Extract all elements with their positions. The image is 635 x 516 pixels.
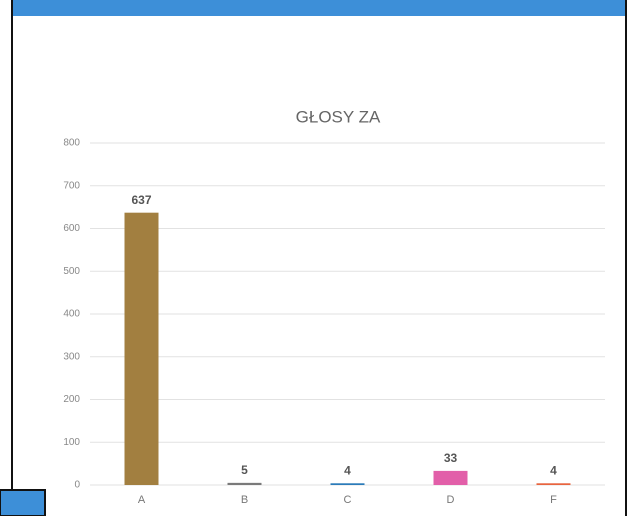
y-tick-label: 400 <box>63 309 80 320</box>
x-tick-label: C <box>344 494 352 506</box>
value-label: 5 <box>241 463 248 477</box>
y-tick-label: 800 <box>63 138 80 149</box>
y-tick-label: 500 <box>63 266 80 277</box>
chart-title: GŁOSY ZA <box>296 107 381 126</box>
y-tick-label: 100 <box>63 437 80 448</box>
y-tick-label: 0 <box>74 480 80 491</box>
bar <box>330 483 365 485</box>
x-tick-label: B <box>241 494 248 506</box>
x-tick-label: F <box>550 494 557 506</box>
x-tick-label: A <box>138 494 146 506</box>
y-tick-label: 600 <box>63 223 80 234</box>
y-tick-label: 700 <box>63 180 80 191</box>
header-band <box>12 0 626 16</box>
x-tick-label: D <box>447 494 455 506</box>
value-label: 4 <box>344 463 351 477</box>
bar <box>124 212 159 485</box>
bar <box>433 470 468 485</box>
value-label: 637 <box>131 193 151 207</box>
value-label: 33 <box>444 451 458 465</box>
bar <box>227 482 262 485</box>
y-tick-label: 200 <box>63 394 80 405</box>
bar <box>536 483 571 485</box>
value-label: 4 <box>550 463 557 477</box>
y-tick-label: 300 <box>63 351 80 362</box>
corner-box <box>0 489 46 516</box>
